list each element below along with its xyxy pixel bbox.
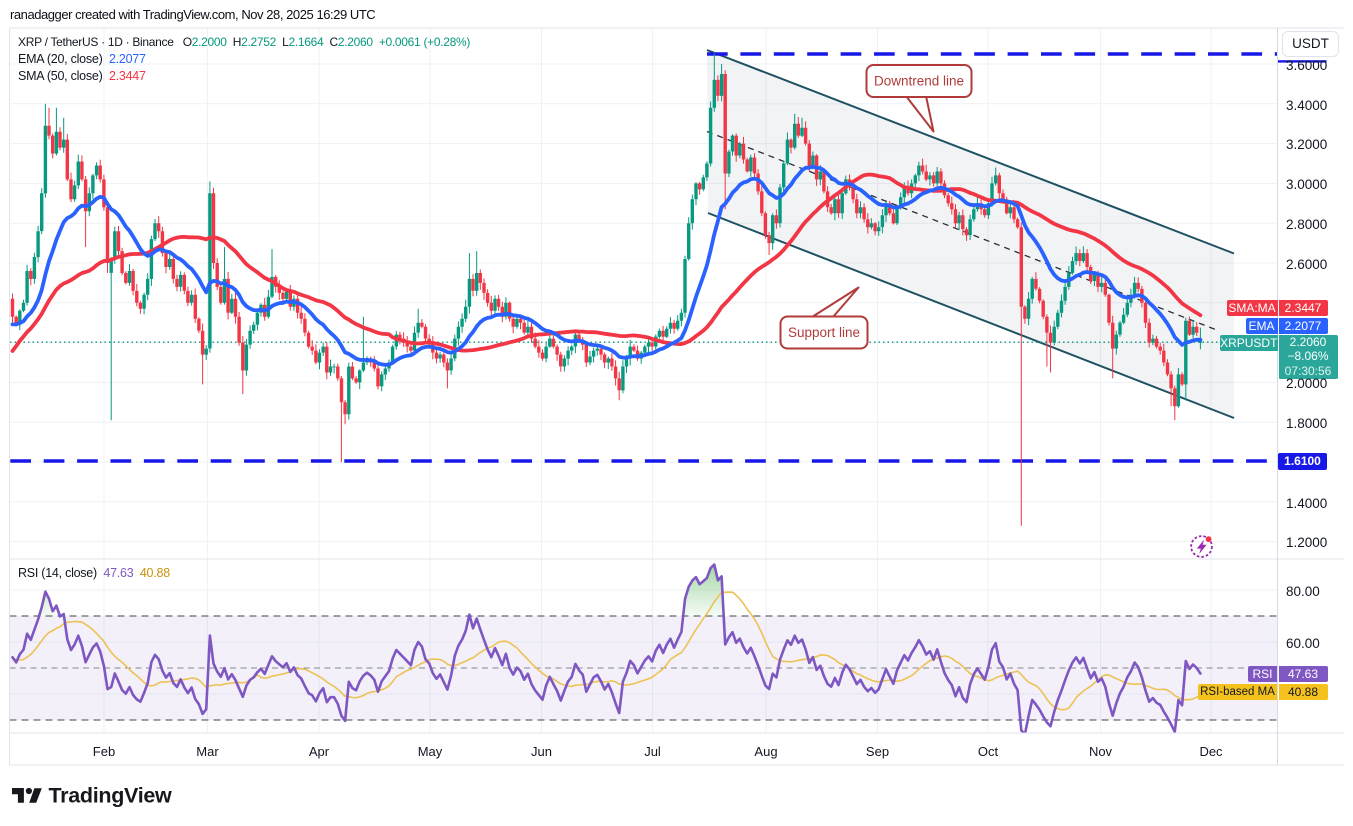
svg-text:Support line: Support line <box>788 325 860 340</box>
svg-text:TradingView: TradingView <box>49 784 173 808</box>
svg-text:Downtrend line: Downtrend line <box>874 74 964 89</box>
